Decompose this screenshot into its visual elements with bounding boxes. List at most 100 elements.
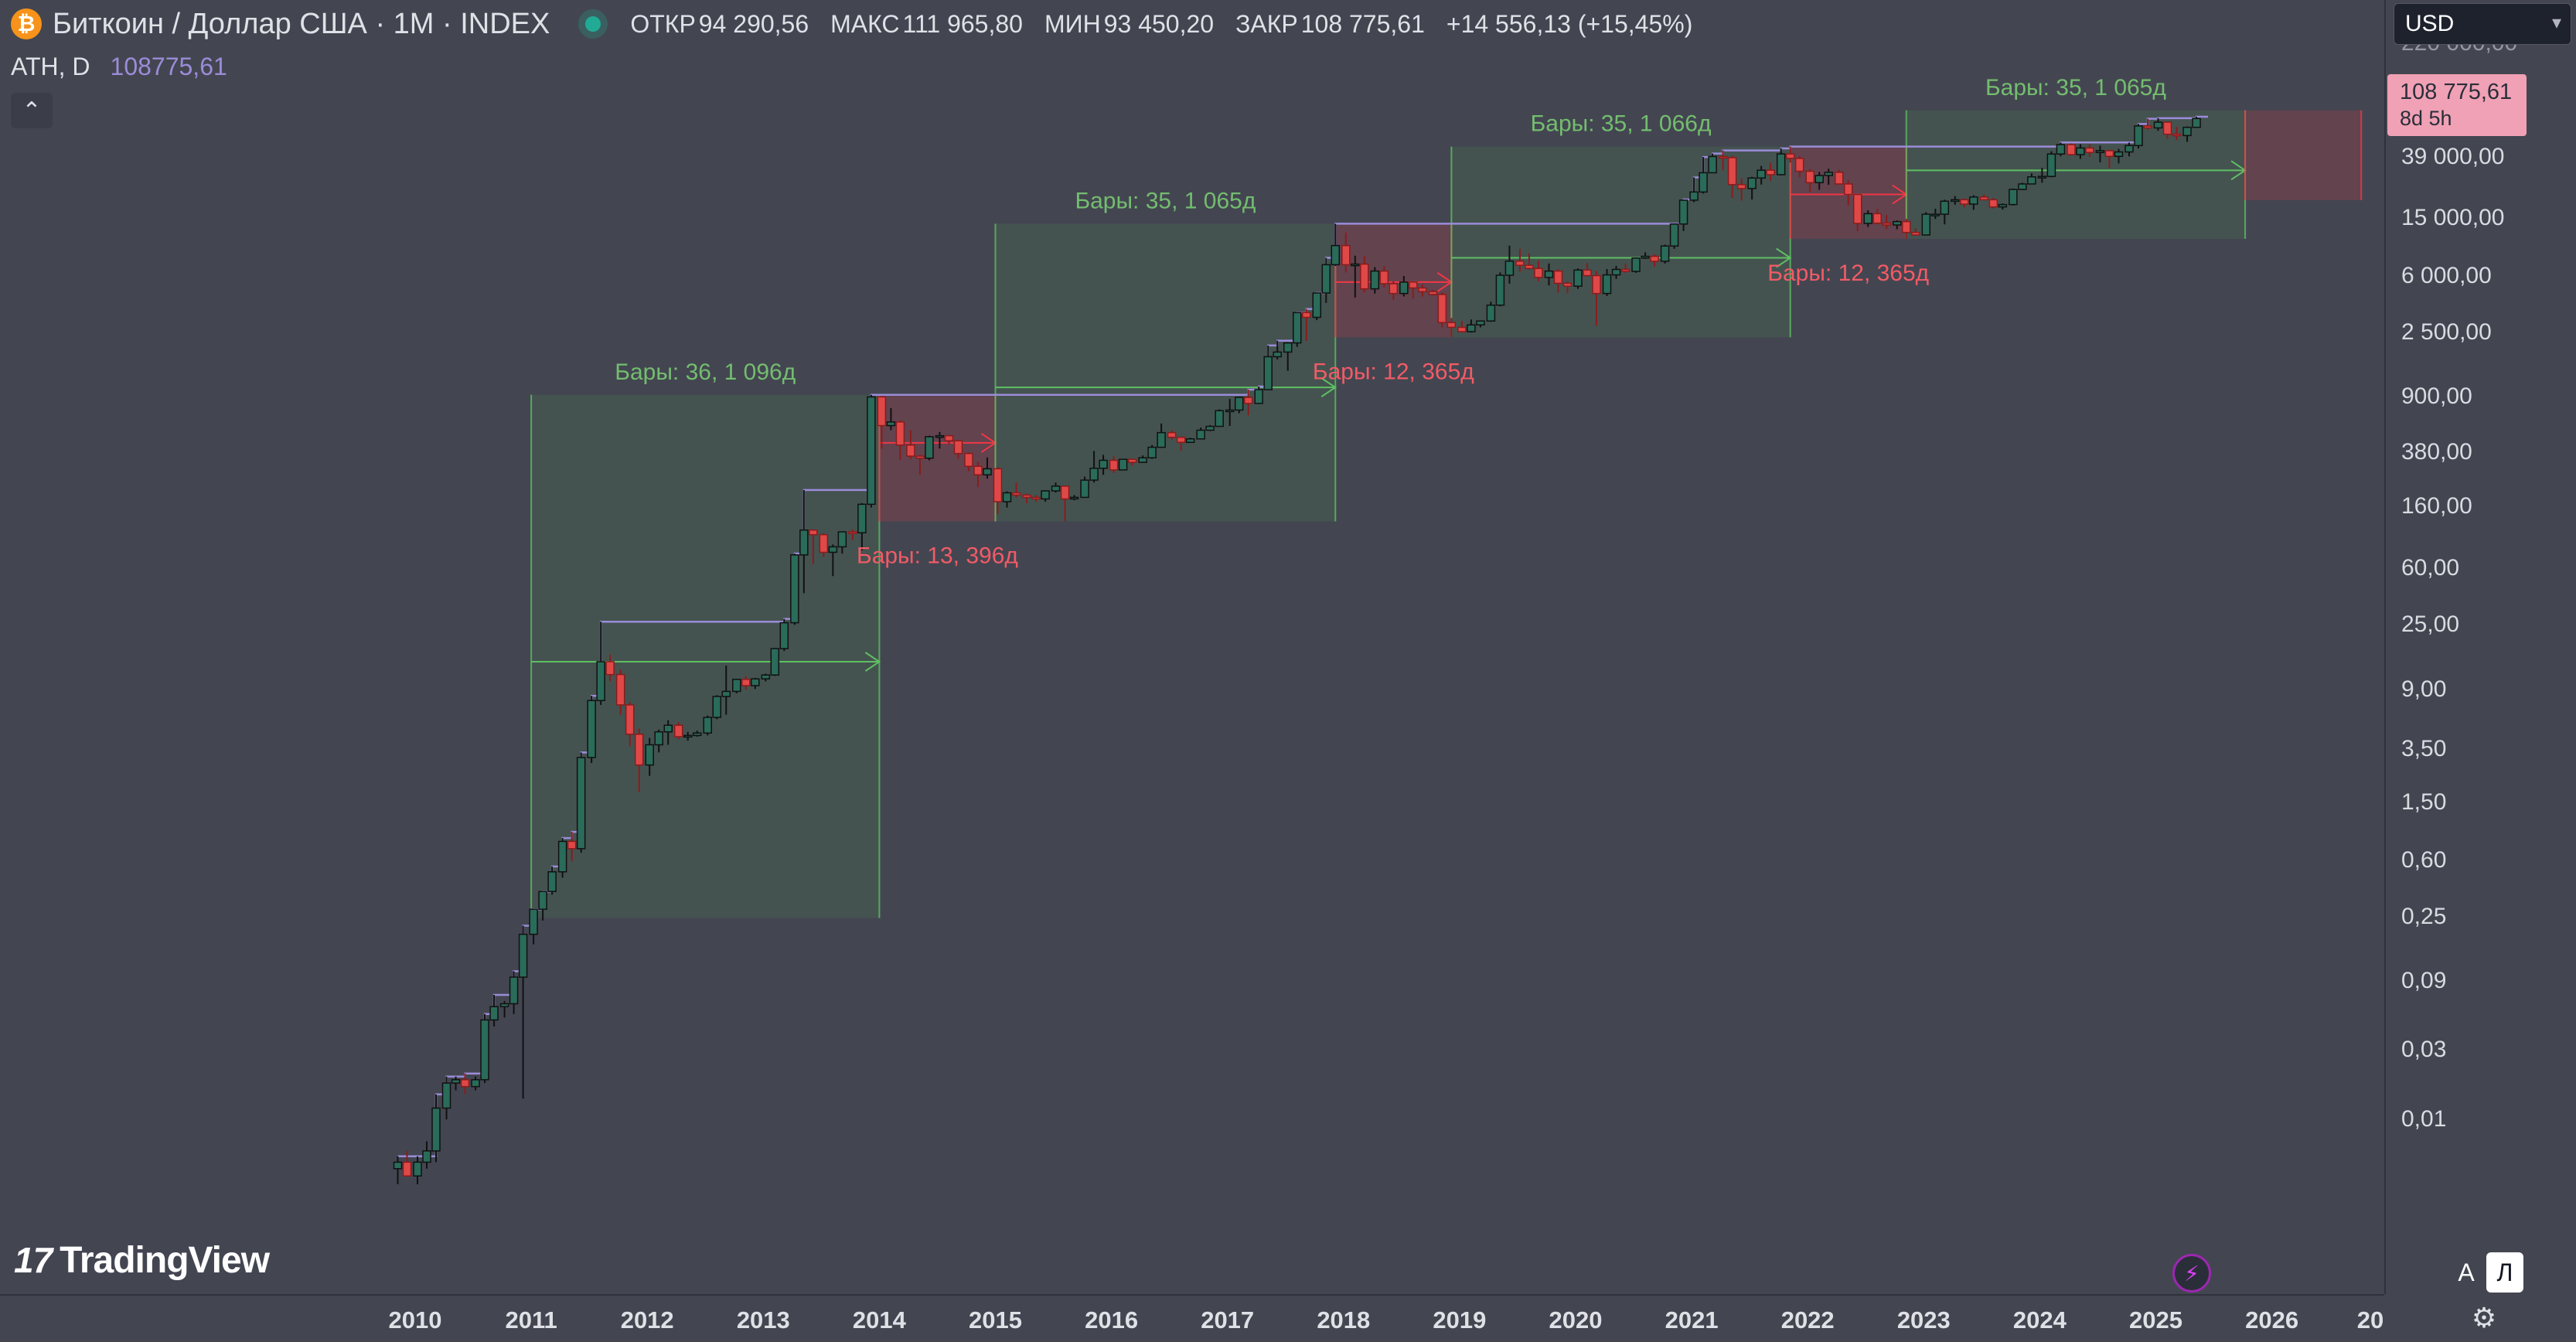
candle-4[interactable] [431, 1094, 441, 1163]
candle-96[interactable] [1321, 257, 1331, 303]
candle-112[interactable] [1476, 320, 1485, 328]
candle-167[interactable] [2009, 188, 2018, 206]
candle-165[interactable] [1988, 197, 1998, 209]
candle-104[interactable] [1399, 275, 1409, 297]
candle-50[interactable] [877, 396, 887, 449]
candle-93[interactable] [1293, 312, 1302, 347]
candle-151[interactable] [1852, 193, 1862, 231]
candle-157[interactable] [1911, 228, 1920, 236]
candle-84[interactable] [1205, 424, 1215, 431]
candle-178[interactable] [2114, 148, 2124, 164]
candle-27[interactable] [654, 729, 663, 753]
candle-103[interactable] [1389, 281, 1399, 300]
range-box-0[interactable] [531, 394, 880, 918]
candle-80[interactable] [1167, 430, 1177, 440]
candle-64[interactable] [1011, 482, 1021, 498]
candle-153[interactable] [1872, 209, 1883, 225]
candle-131[interactable] [1660, 244, 1670, 264]
candle-3[interactable] [422, 1141, 431, 1169]
candle-46[interactable] [837, 531, 847, 554]
candle-144[interactable] [1785, 146, 1795, 163]
candle-89[interactable] [1254, 386, 1263, 404]
candle-8[interactable] [471, 1076, 480, 1091]
candle-13[interactable] [518, 925, 528, 1099]
candle-135[interactable] [1699, 157, 1708, 194]
candle-163[interactable] [1969, 195, 1978, 210]
candle-86[interactable] [1225, 399, 1235, 426]
candle-59[interactable] [964, 452, 973, 472]
candle-120[interactable] [1553, 269, 1563, 293]
candle-174[interactable] [2076, 144, 2085, 159]
candle-171[interactable] [2046, 151, 2056, 178]
candle-39[interactable] [770, 648, 780, 676]
candle-40[interactable] [779, 618, 789, 652]
currency-select[interactable]: USD ▾ [2394, 3, 2571, 45]
candle-115[interactable] [1504, 245, 1515, 284]
candle-9[interactable] [480, 1013, 489, 1084]
candle-71[interactable] [1080, 476, 1089, 499]
candle-91[interactable] [1273, 340, 1282, 359]
candle-0[interactable] [393, 1156, 403, 1184]
candle-6[interactable] [451, 1076, 461, 1091]
candle-133[interactable] [1678, 199, 1688, 231]
candle-183[interactable] [2162, 121, 2172, 139]
candle-55[interactable] [925, 435, 934, 461]
candle-58[interactable] [953, 439, 963, 459]
candle-158[interactable] [1921, 212, 1931, 236]
candle-1[interactable] [402, 1150, 412, 1177]
candle-36[interactable] [741, 676, 751, 690]
candle-108[interactable] [1437, 292, 1447, 328]
candle-184[interactable] [2172, 127, 2182, 141]
candle-113[interactable] [1486, 301, 1496, 322]
candle-48[interactable] [857, 502, 867, 550]
candle-31[interactable] [692, 731, 702, 737]
candle-37[interactable] [751, 677, 760, 690]
candle-149[interactable] [1834, 169, 1844, 185]
candle-70[interactable] [1069, 495, 1079, 501]
candle-41[interactable] [790, 553, 799, 625]
range-box-7[interactable] [2245, 110, 2362, 200]
candle-19[interactable] [576, 752, 586, 853]
candle-105[interactable] [1409, 281, 1418, 299]
range-box-1[interactable] [879, 394, 996, 522]
candle-88[interactable] [1243, 390, 1253, 416]
candle-53[interactable] [906, 430, 915, 459]
candle-127[interactable] [1620, 263, 1630, 273]
candle-156[interactable] [1902, 219, 1911, 239]
price-chart[interactable]: Бары: 36, 1 096д Бары: 13, 396д Бары: 35, … [0, 0, 2384, 1294]
candle-114[interactable] [1495, 272, 1505, 307]
candle-137[interactable] [1718, 150, 1728, 171]
candle-63[interactable] [1002, 491, 1012, 508]
candle-132[interactable] [1669, 223, 1679, 249]
candle-128[interactable] [1631, 257, 1641, 273]
candle-152[interactable] [1863, 210, 1873, 227]
candle-186[interactable] [2192, 116, 2201, 128]
candle-160[interactable] [1940, 199, 1950, 225]
candle-54[interactable] [915, 455, 925, 475]
market-status-icon[interactable] [585, 16, 601, 32]
candle-97[interactable] [1331, 223, 1341, 266]
candle-121[interactable] [1562, 281, 1573, 294]
candle-94[interactable] [1302, 308, 1311, 342]
candle-5[interactable] [441, 1076, 451, 1119]
candle-175[interactable] [2085, 144, 2094, 157]
candle-100[interactable] [1360, 256, 1369, 293]
candle-26[interactable] [645, 737, 654, 776]
range-box-2[interactable] [995, 223, 1336, 522]
candle-17[interactable] [557, 838, 567, 878]
candle-38[interactable] [761, 673, 771, 682]
candle-176[interactable] [2095, 145, 2105, 162]
candle-60[interactable] [973, 462, 983, 487]
range-box-4[interactable] [1451, 146, 1791, 338]
candle-20[interactable] [587, 696, 596, 764]
candle-166[interactable] [1998, 203, 2008, 210]
candle-181[interactable] [2143, 118, 2152, 130]
candle-57[interactable] [944, 434, 954, 444]
candle-161[interactable] [1951, 196, 1960, 205]
candle-44[interactable] [819, 533, 829, 557]
range-box-3[interactable] [1335, 223, 1452, 338]
candle-11[interactable] [499, 1000, 509, 1018]
candle-125[interactable] [1602, 269, 1612, 296]
candle-81[interactable] [1176, 436, 1186, 451]
candle-24[interactable] [625, 702, 635, 747]
